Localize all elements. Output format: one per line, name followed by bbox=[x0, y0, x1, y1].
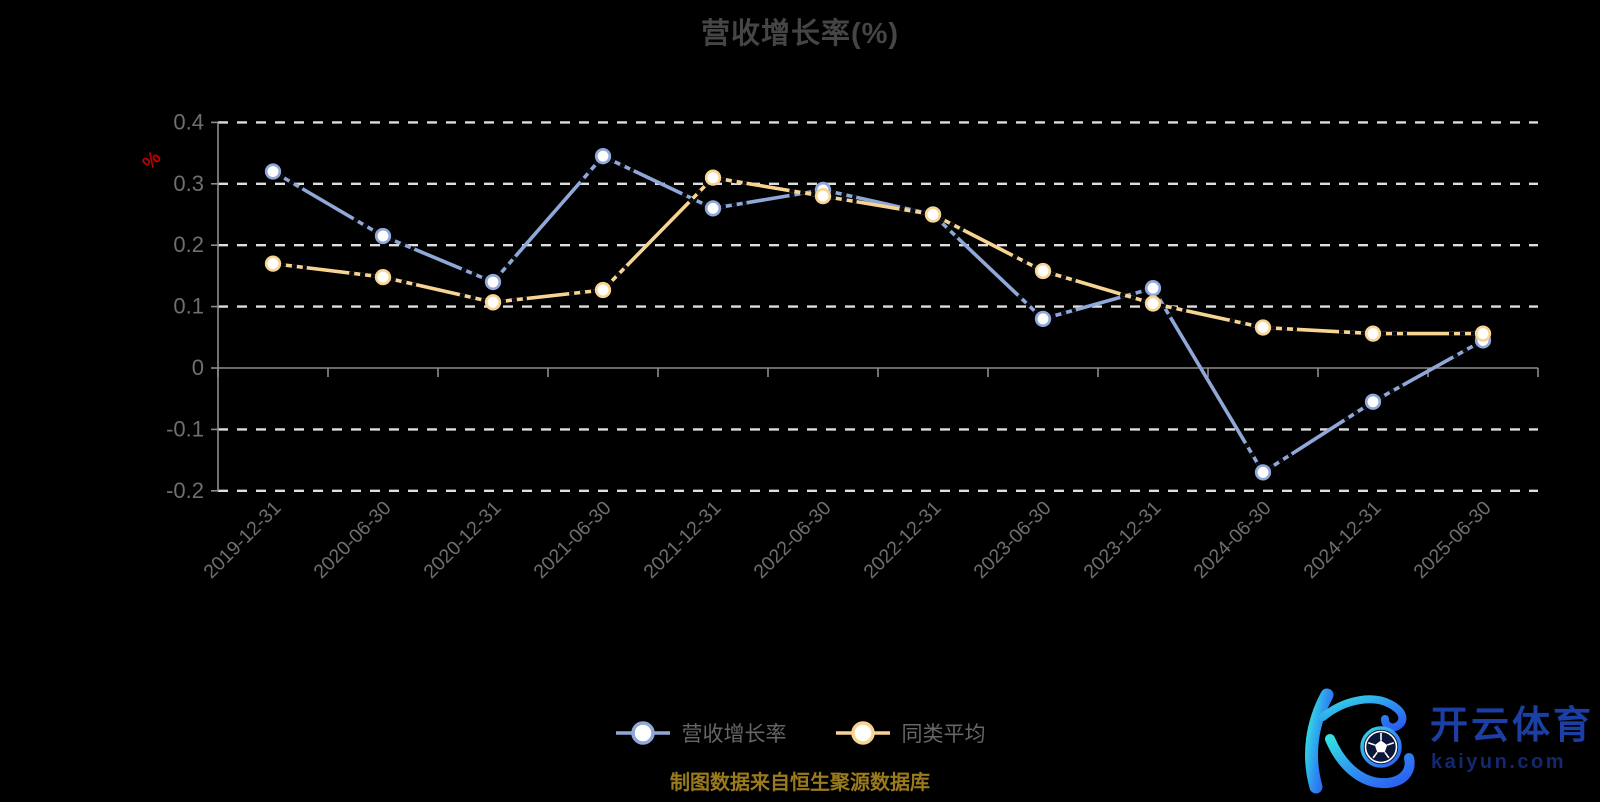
x-axis-date-label: 2020-06-30 bbox=[309, 497, 395, 583]
y-axis-tick-label: 0.3 bbox=[173, 171, 204, 196]
series-line-dark-dash bbox=[460, 267, 487, 281]
series-line-dark-dash bbox=[579, 161, 600, 183]
series-line-dark-dash bbox=[349, 271, 376, 278]
kaiyun-logo: 开云体育 kaiyun.com bbox=[1305, 688, 1594, 794]
series-line-dark-dash bbox=[352, 217, 378, 234]
data-point-同类平均-2020-06-30[interactable] bbox=[374, 268, 392, 286]
x-axis-date-label: 2022-12-31 bbox=[859, 497, 945, 583]
series-line-dark-dash bbox=[390, 277, 417, 287]
watermark-domain-text[interactable]: kaiyun.com bbox=[1431, 751, 1566, 773]
data-source-note: 制图数据来自恒生聚源数据库 bbox=[670, 772, 930, 794]
series-line-dark-dash bbox=[1229, 318, 1256, 328]
series-line-dark-dash bbox=[1050, 308, 1077, 319]
series-line-dark-dash bbox=[496, 255, 517, 278]
data-point-营收增长率-2024-12-31[interactable] bbox=[1364, 393, 1382, 410]
series-line-dark-dash bbox=[1338, 329, 1366, 335]
x-axis-date-label: 2020-12-31 bbox=[419, 497, 505, 583]
x-axis-date-label: 2023-06-30 bbox=[969, 497, 1055, 583]
y-axis-tick-label: 0 bbox=[192, 355, 204, 380]
data-point-营收增长率-2019-12-31[interactable] bbox=[264, 163, 282, 180]
series-line-dark-dash bbox=[569, 289, 596, 296]
legend-label-revenue-growth: 营收增长率 bbox=[681, 723, 787, 746]
series-line-dark-dash bbox=[1244, 442, 1261, 467]
y-axis-tick-label: 0.4 bbox=[173, 109, 204, 134]
x-axis-date-label: 2022-06-30 bbox=[749, 497, 835, 583]
x-axis-date-label: 2021-12-31 bbox=[639, 497, 725, 583]
y-axis-tick-label: 0.2 bbox=[173, 232, 204, 257]
data-point-营收增长率-2020-12-31[interactable] bbox=[484, 273, 502, 291]
series-line-dark-dash bbox=[1379, 383, 1404, 400]
series-line-dark-dash bbox=[1160, 303, 1187, 313]
data-point-同类平均-2024-12-31[interactable] bbox=[1364, 325, 1382, 342]
series-line-dark-dash bbox=[899, 207, 926, 215]
series-line-dark-dash bbox=[1017, 294, 1039, 315]
series-line-dark-dash bbox=[1452, 342, 1477, 359]
series-line-dark-dash bbox=[500, 296, 527, 304]
monogram-curl bbox=[1319, 695, 1407, 732]
legend-marker-yellow-icon bbox=[835, 721, 890, 745]
data-point-同类平均-2021-06-30[interactable] bbox=[594, 281, 612, 299]
series-line-dark-dash bbox=[937, 218, 959, 240]
data-point-营收增长率-2023-12-31[interactable] bbox=[1144, 280, 1162, 297]
y-axis-tick-label: 0.1 bbox=[173, 294, 204, 319]
data-point-同类平均-2023-12-31[interactable] bbox=[1144, 295, 1162, 312]
chart-title: 营收增长率(%) bbox=[700, 18, 900, 50]
kaiyun-monogram-icon bbox=[1305, 688, 1415, 794]
series-line-dark-dash bbox=[607, 264, 629, 286]
series-line-dark-dash bbox=[278, 174, 304, 191]
legend-item-peer-average[interactable]: 同类平均 bbox=[835, 718, 986, 748]
data-point-同类平均-2022-12-31[interactable] bbox=[924, 206, 942, 223]
soccer-ball-icon bbox=[1360, 726, 1402, 768]
x-axis-date-label: 2021-06-30 bbox=[529, 497, 615, 583]
monogram-leg bbox=[1325, 734, 1415, 789]
monogram-stem bbox=[1305, 688, 1334, 794]
series-line-dark-dash bbox=[1270, 326, 1298, 332]
data-point-同类平均-2020-12-31[interactable] bbox=[484, 294, 502, 311]
data-point-营收增长率-2021-12-31[interactable] bbox=[704, 200, 722, 217]
series-line-dark-dash bbox=[1011, 253, 1037, 269]
series-line-dark-dash bbox=[459, 292, 486, 303]
series-line-dark-dash bbox=[720, 200, 747, 209]
legend-marker-blue-icon bbox=[615, 721, 670, 745]
series-line-dark-dash bbox=[687, 182, 709, 204]
series-line-dark-dash bbox=[1050, 271, 1077, 283]
legend-label-peer-average: 同类平均 bbox=[901, 723, 986, 746]
x-axis-date-label: 2019-12-31 bbox=[199, 497, 285, 583]
series-line-dark-dash bbox=[939, 216, 965, 232]
data-point-同类平均-2021-12-31[interactable] bbox=[704, 169, 722, 186]
watermark-brand-text: 开云体育 bbox=[1430, 705, 1594, 747]
data-point-营收增长率-2021-06-30[interactable] bbox=[594, 148, 612, 165]
data-point-同类平均-2025-06-30[interactable] bbox=[1474, 325, 1492, 342]
series-line-dark-dash bbox=[609, 157, 635, 173]
x-axis-date-label: 2024-06-30 bbox=[1189, 497, 1275, 583]
kaiyun-watermark: 开云体育 kaiyun.com bbox=[1293, 685, 1600, 797]
data-point-营收增长率-2024-06-30[interactable] bbox=[1254, 464, 1272, 481]
y-axis-tick-label: -0.1 bbox=[166, 416, 204, 441]
data-point-同类平均-2023-06-30[interactable] bbox=[1034, 262, 1052, 280]
series-line-dark-dash bbox=[1268, 452, 1293, 470]
series-line-dark-dash bbox=[830, 189, 857, 200]
series-line-dark-dash bbox=[389, 237, 416, 251]
x-axis-date-label: 2025-06-30 bbox=[1409, 497, 1495, 583]
series-line-dark-dash bbox=[1119, 292, 1146, 303]
series-line-dark-dash bbox=[830, 195, 857, 204]
data-point-营收增长率-2023-06-30[interactable] bbox=[1034, 310, 1052, 328]
data-point-同类平均-2022-06-30[interactable] bbox=[814, 187, 832, 205]
data-point-营收增长率-2020-06-30[interactable] bbox=[374, 227, 392, 245]
data-point-同类平均-2024-06-30[interactable] bbox=[1254, 319, 1272, 336]
series-line-dark-dash bbox=[1343, 404, 1368, 422]
y-axis-tick-label: -0.2 bbox=[166, 478, 204, 503]
x-axis-date-label: 2024-12-31 bbox=[1299, 497, 1385, 583]
data-point-同类平均-2019-12-31[interactable] bbox=[264, 255, 282, 272]
series-line-dark-dash bbox=[280, 262, 307, 270]
series-line-dark-dash bbox=[720, 177, 747, 186]
legend: 营收增长率 同类平均 bbox=[0, 718, 1600, 748]
x-axis-date-label: 2023-12-31 bbox=[1079, 497, 1165, 583]
legend-item-revenue-growth[interactable]: 营收增长率 bbox=[615, 718, 787, 748]
series-line-dark-dash bbox=[789, 188, 816, 197]
